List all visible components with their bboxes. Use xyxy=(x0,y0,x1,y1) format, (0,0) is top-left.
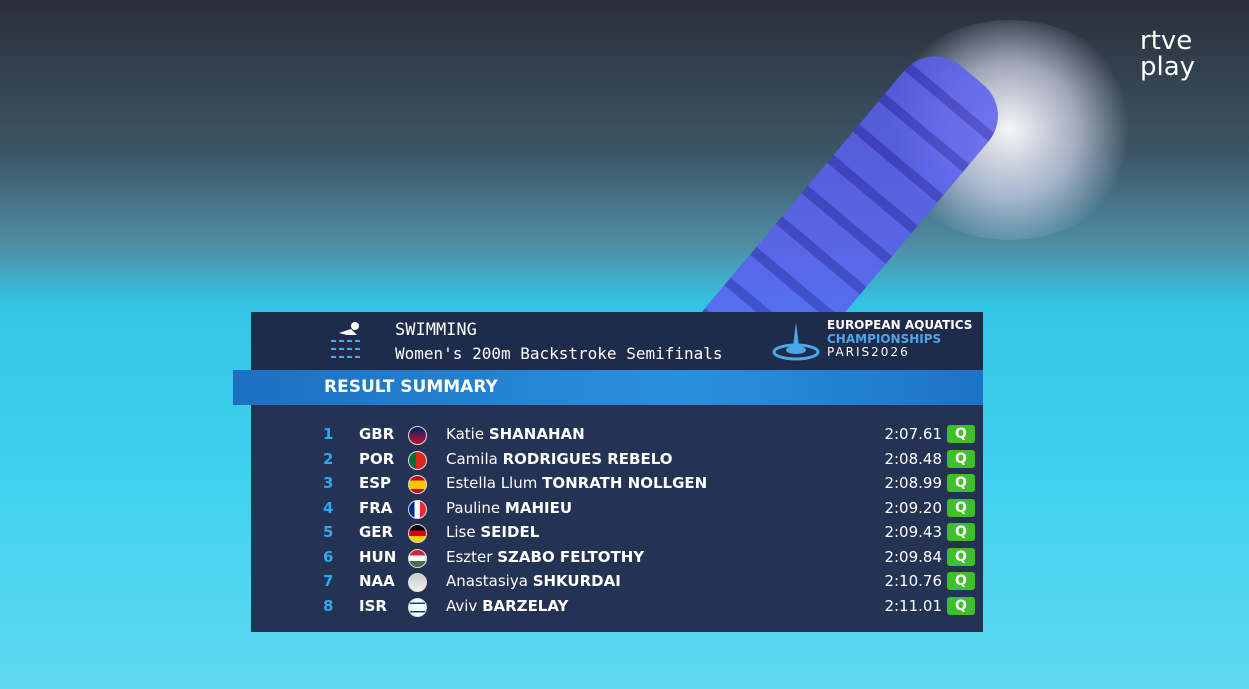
result-row: 2 POR Camila RODRIGUES REBELO 2:08.48 Q xyxy=(251,447,983,471)
qualified-badge: Q xyxy=(947,474,975,492)
qualified-badge: Q xyxy=(947,596,975,615)
first-name: Eszter xyxy=(446,547,493,566)
result-row: 6 HUN Eszter SZABO FELTOTHY 2:09.84 Q xyxy=(251,545,983,569)
flag-icon xyxy=(408,597,427,617)
result-row: 7 NAA Anastasiya SHKURDAI 2:10.76 Q xyxy=(251,569,983,593)
qualified-badge: Q xyxy=(947,547,975,566)
swim-icon xyxy=(331,322,363,358)
result-row: 4 FRA Pauline MAHIEU 2:09.20 Q xyxy=(251,496,983,520)
result-row: 5 GER Lise SEIDEL 2:09.43 Q xyxy=(251,520,983,544)
rank: 7 xyxy=(323,572,334,590)
time: 2:08.99 xyxy=(884,474,942,492)
flag-icon xyxy=(408,524,427,543)
result-row: 1 GBR Katie SHANAHAN 2:07.61 Q xyxy=(251,422,983,446)
results-panel: SWIMMING Women's 200m Backstroke Semifin… xyxy=(233,312,983,632)
flag-icon xyxy=(408,475,427,494)
header: SWIMMING Women's 200m Backstroke Semifin… xyxy=(251,312,983,370)
time: 2:09.84 xyxy=(884,547,942,566)
logo-line: play xyxy=(1140,52,1196,82)
time: 2:07.61 xyxy=(884,425,942,443)
time: 2:09.20 xyxy=(884,498,942,517)
broadcaster-logo: rtve play xyxy=(1140,28,1195,80)
athlete-name: Aviv BARZELAY xyxy=(446,597,568,615)
section-title: RESULT SUMMARY xyxy=(324,377,498,397)
rank: 4 xyxy=(323,498,334,517)
country-code: FRA xyxy=(359,498,393,517)
result-row: 8 ISR Aviv BARZELAY 2:11.01 Q xyxy=(251,594,983,618)
sport: SWIMMING xyxy=(395,320,477,340)
last-name: SZABO FELTOTHY xyxy=(497,547,645,566)
flag-icon xyxy=(408,426,427,445)
championship-emblem xyxy=(772,322,820,361)
country-code: ESP xyxy=(359,474,392,492)
athlete-name: Camila RODRIGUES REBELO xyxy=(446,450,673,468)
athlete-name: Eszter SZABO FELTOTHY xyxy=(446,548,644,566)
qualified-badge: Q xyxy=(947,523,975,541)
athlete-name: Katie SHANAHAN xyxy=(446,425,585,443)
country-code: HUN xyxy=(359,547,397,566)
event: Women's 200m Backstroke Semifinals xyxy=(395,344,723,363)
first-name: Anastasiya xyxy=(446,572,528,590)
section-band: RESULT SUMMARY xyxy=(233,370,983,405)
first-name: Camila xyxy=(446,449,498,468)
first-name: Estella Llum xyxy=(446,474,538,492)
flag-icon xyxy=(408,573,427,592)
country-code: ISR xyxy=(359,596,387,615)
first-name: Aviv xyxy=(446,596,478,615)
time: 2:10.76 xyxy=(884,572,942,590)
time: 2:09.43 xyxy=(884,523,942,541)
athlete-name: Lise SEIDEL xyxy=(446,523,539,541)
athlete-name: Pauline MAHIEU xyxy=(446,499,572,517)
country-code: GER xyxy=(359,523,394,541)
last-name: MAHIEU xyxy=(504,498,573,517)
country-code: GBR xyxy=(359,425,395,443)
rank: 1 xyxy=(323,425,334,443)
time: 2:08.48 xyxy=(884,449,942,468)
logo-text: PARIS2026 xyxy=(827,345,910,359)
time: 2:11.01 xyxy=(884,596,942,615)
last-name: SHKURDAI xyxy=(532,572,621,590)
flag-icon xyxy=(408,548,427,568)
qualified-badge: Q xyxy=(947,498,975,517)
rank: 8 xyxy=(323,596,334,615)
first-name: Lise xyxy=(446,523,476,541)
rank: 2 xyxy=(323,449,334,468)
qualified-badge: Q xyxy=(947,449,975,468)
rank: 3 xyxy=(323,474,334,492)
last-name: SEIDEL xyxy=(480,523,540,541)
last-name: SHANAHAN xyxy=(488,425,585,443)
country-code: POR xyxy=(359,449,395,468)
flag-icon xyxy=(408,450,427,470)
first-name: Pauline xyxy=(446,498,501,517)
logo-text: EUROPEAN AQUATICS xyxy=(827,318,973,332)
result-row: 3 ESP Estella Llum TONRATH NOLLGEN 2:08.99 Q xyxy=(251,471,983,495)
last-name: BARZELAY xyxy=(482,596,569,615)
logo-text: CHAMPIONSHIPS xyxy=(827,332,942,346)
athlete-name: Estella Llum TONRATH NOLLGEN xyxy=(446,474,707,492)
first-name: Katie xyxy=(446,425,485,443)
flag-icon xyxy=(408,499,427,519)
last-name: TONRATH NOLLGEN xyxy=(542,474,708,492)
qualified-badge: Q xyxy=(947,572,975,590)
athlete-name: Anastasiya SHKURDAI xyxy=(446,572,621,590)
country-code: NAA xyxy=(359,572,395,590)
rank: 6 xyxy=(323,547,334,566)
logo-line: rtve xyxy=(1140,26,1193,56)
qualified-badge: Q xyxy=(947,425,975,443)
last-name: RODRIGUES REBELO xyxy=(502,449,673,468)
rank: 5 xyxy=(323,523,334,541)
